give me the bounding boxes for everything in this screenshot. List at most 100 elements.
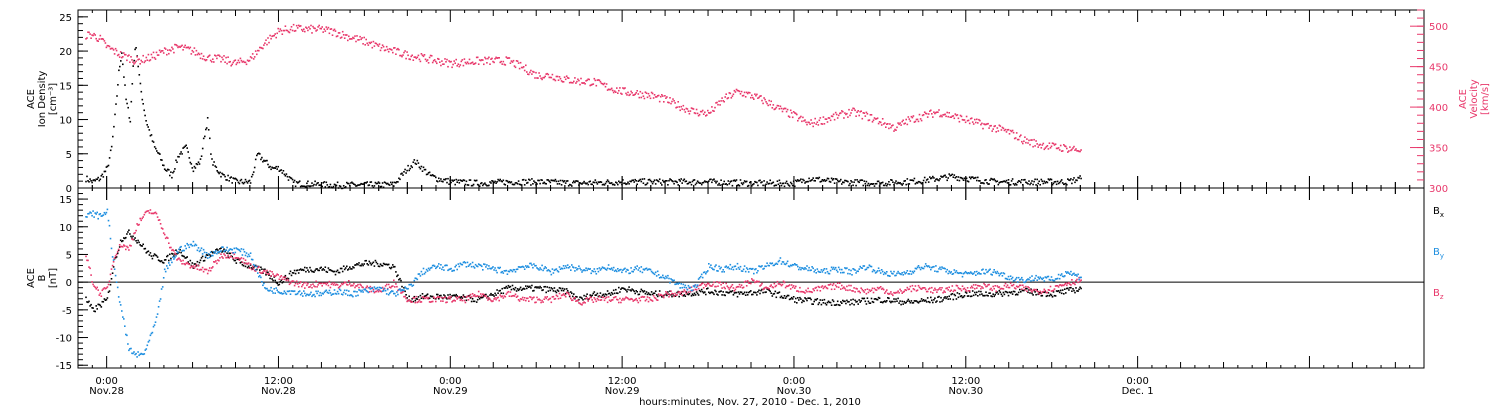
density-series-point (545, 183, 547, 185)
velocity-series-point (301, 29, 303, 31)
velocity-series-point (994, 125, 996, 127)
series-bx-point (697, 293, 699, 295)
series-bz-point (1025, 286, 1027, 288)
velocity-series-point (446, 59, 448, 61)
series-bx-point (324, 269, 326, 271)
series-by-point (486, 264, 488, 266)
bfield-tick-label: 15 (59, 195, 72, 206)
series-bz-point (193, 265, 195, 267)
density-series-point (858, 182, 860, 184)
series-by-point (938, 268, 940, 270)
series-bx-point (1047, 295, 1049, 297)
velocity-series-point (840, 112, 842, 114)
density-series-point (864, 180, 866, 182)
velocity-series-point (1021, 141, 1023, 143)
density-series-point (1027, 183, 1029, 185)
series-bz-point (167, 237, 169, 239)
velocity-series-point (362, 43, 364, 45)
series-bz-point (835, 285, 837, 287)
density-series-point (499, 179, 501, 181)
velocity-series-point (444, 58, 446, 60)
velocity-series-point (368, 44, 370, 46)
velocity-series-point (1058, 147, 1060, 149)
series-bx-point (1062, 289, 1064, 291)
series-bx-point (591, 295, 593, 297)
series-bx-point (226, 252, 228, 254)
series-bz-point (540, 302, 542, 304)
velocity-series-point (1043, 143, 1045, 145)
series-bx-point (657, 296, 659, 298)
velocity-series-point (523, 66, 525, 68)
velocity-series-point (385, 49, 387, 51)
velocity-series-point (125, 54, 127, 56)
velocity-series-point (818, 124, 820, 126)
series-by-point (453, 270, 455, 272)
series-bz-point (785, 287, 787, 289)
series-bz-point (354, 287, 356, 289)
series-by-point (523, 266, 525, 268)
density-series-point (348, 183, 350, 185)
series-by-point (274, 292, 276, 294)
series-by-point (973, 273, 975, 275)
series-bz-point (115, 255, 117, 257)
series-by-point (620, 269, 622, 271)
series-bx-point (260, 267, 262, 269)
series-bz-point (195, 266, 197, 268)
density-series-point (923, 180, 925, 182)
velocity-series-point (812, 126, 814, 128)
series-bz-point (168, 242, 170, 244)
series-bz-point (957, 285, 959, 287)
series-bz-point (444, 296, 446, 298)
density-series-point (369, 184, 371, 186)
series-bx-point (348, 268, 350, 270)
velocity-series-point (1012, 130, 1014, 132)
density-series-point (132, 83, 134, 85)
velocity-series-point (216, 58, 218, 60)
series-by-point (361, 290, 363, 292)
density-series-point (964, 178, 966, 180)
velocity-series-point (945, 116, 947, 118)
velocity-series-point (498, 57, 500, 59)
velocity-series-point (1003, 128, 1005, 130)
velocity-series-point (728, 97, 730, 99)
series-bx-point (958, 297, 960, 299)
series-by-point (470, 263, 472, 265)
density-series-point (284, 174, 286, 176)
density-series-point (488, 185, 490, 187)
velocity-series-point (599, 80, 601, 82)
series-by-point (91, 215, 93, 217)
density-series-point (108, 165, 110, 167)
series-bx-point (929, 302, 931, 304)
series-bz-point (713, 282, 715, 284)
series-by-point (163, 277, 165, 279)
density-series-point (407, 165, 409, 167)
series-by-point (733, 269, 735, 271)
series-bz-point (912, 285, 914, 287)
series-by-point (1050, 279, 1052, 281)
velocity-series-point (256, 54, 258, 56)
velocity-series-point (274, 33, 276, 35)
density-series-point (784, 186, 786, 188)
velocity-series-point (785, 108, 787, 110)
density-series-point (260, 159, 262, 161)
velocity-series-point (733, 94, 735, 96)
series-by-point (567, 264, 569, 266)
series-by-point (598, 271, 600, 273)
series-bx-point (417, 298, 419, 300)
density-series-point (608, 181, 610, 183)
velocity-series-point (849, 115, 851, 117)
density-series-point (330, 184, 332, 186)
series-bx-point (812, 303, 814, 305)
density-series-point (851, 181, 853, 183)
density-series-point (1031, 180, 1033, 182)
density-series-point (274, 167, 276, 169)
velocity-series-point (908, 116, 910, 118)
series-bz-point (590, 297, 592, 299)
series-bz-point (776, 285, 778, 287)
velocity-series-point (296, 25, 298, 27)
velocity-series-point (862, 118, 864, 120)
panel1-frame (78, 10, 1424, 188)
velocity-series-point (213, 61, 215, 63)
series-by-point (929, 267, 931, 269)
series-bz-point (907, 287, 909, 289)
